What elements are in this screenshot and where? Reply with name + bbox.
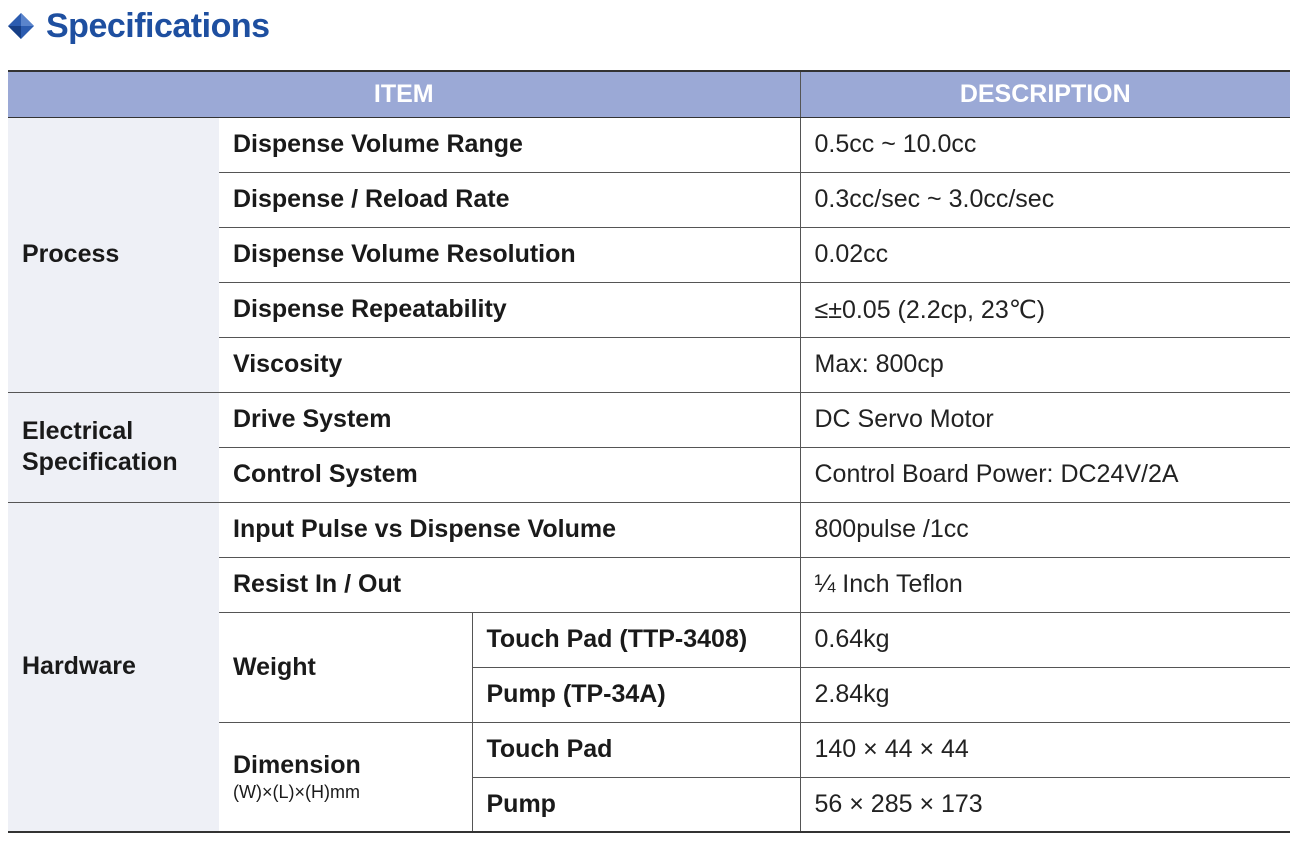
table-row: Hardware Input Pulse vs Dispense Volume …	[8, 502, 1290, 833]
dimension-label: Dimension (W)×(L)×(H)mm	[219, 722, 473, 833]
diamond-icon	[8, 13, 34, 39]
group-label-line: Electrical	[22, 417, 134, 445]
item-label: Resist In / Out	[219, 557, 801, 613]
item-label: Drive System	[219, 392, 801, 448]
item-description: Max: 800cp	[800, 337, 1290, 393]
page-title: Specifications	[46, 6, 270, 45]
column-header-item: ITEM	[8, 70, 801, 118]
item-description: Control Board Power: DC24V/2A	[800, 447, 1290, 503]
item-label: Dispense Volume Resolution	[219, 227, 801, 283]
table-row: Dispense / Reload Rate 0.3cc/sec ~ 3.0cc…	[8, 172, 1290, 228]
sub-item-label: Pump (TP-34A)	[472, 667, 801, 723]
specifications-table: ITEM DESCRIPTION Process Dispense Volume…	[8, 70, 1290, 833]
item-description: 800pulse /1cc	[800, 502, 1290, 558]
sub-item-label: Pump	[472, 777, 801, 833]
table-row: Dispense Repeatability ≤±0.05 (2.2cp, 23…	[8, 282, 1290, 338]
group-process: Process	[8, 117, 219, 393]
table-row: Pump (TP-34A) 2.84kg	[8, 667, 1290, 723]
table-row: Dispense Volume Resolution 0.02cc	[8, 227, 1290, 283]
weight-label: Weight	[219, 612, 473, 723]
item-description: 0.5cc ~ 10.0cc	[800, 117, 1290, 173]
column-header-description: DESCRIPTION	[800, 70, 1290, 118]
group-hardware: Hardware	[8, 502, 219, 833]
table-row: Control System Control Board Power: DC24…	[8, 447, 1290, 503]
table-row: Dimension (W)×(L)×(H)mm Touch Pad 140 × …	[8, 722, 1290, 833]
item-description: ¼ Inch Teflon	[800, 557, 1290, 613]
table-row: Resist In / Out ¼ Inch Teflon	[8, 557, 1290, 613]
item-label: Control System	[219, 447, 801, 503]
item-description: 0.64kg	[800, 612, 1290, 668]
item-description: 0.3cc/sec ~ 3.0cc/sec	[800, 172, 1290, 228]
item-description: 2.84kg	[800, 667, 1290, 723]
page-heading: Specifications	[8, 0, 270, 52]
sub-item-label: Touch Pad (TTP-3408)	[472, 612, 801, 668]
item-description: ≤±0.05 (2.2cp, 23℃)	[800, 282, 1290, 338]
table-row: Weight Touch Pad (TTP-3408) 0.64kg	[8, 612, 1290, 723]
sub-item-label: Touch Pad	[472, 722, 801, 778]
table-row: Pump 56 × 285 × 173	[8, 777, 1290, 833]
item-description: 0.02cc	[800, 227, 1290, 283]
group-electrical-specification: Electrical Specification	[8, 392, 219, 503]
item-description: 140 × 44 × 44	[800, 722, 1290, 778]
item-description: DC Servo Motor	[800, 392, 1290, 448]
table-row: Electrical Specification Drive System DC…	[8, 392, 1290, 503]
item-label: Dispense Repeatability	[219, 282, 801, 338]
dimension-title: Dimension	[233, 750, 361, 779]
item-label: Dispense Volume Range	[219, 117, 801, 173]
item-label: Viscosity	[219, 337, 801, 393]
dimension-note: (W)×(L)×(H)mm	[233, 781, 360, 802]
table-row: Process Dispense Volume Range 0.5cc ~ 10…	[8, 117, 1290, 393]
table-row: Viscosity Max: 800cp	[8, 337, 1290, 393]
item-label: Input Pulse vs Dispense Volume	[219, 502, 801, 558]
item-label: Dispense / Reload Rate	[219, 172, 801, 228]
group-label-line: Specification	[22, 448, 178, 476]
item-description: 56 × 285 × 173	[800, 777, 1290, 833]
table-header-row: ITEM DESCRIPTION	[8, 70, 1290, 118]
